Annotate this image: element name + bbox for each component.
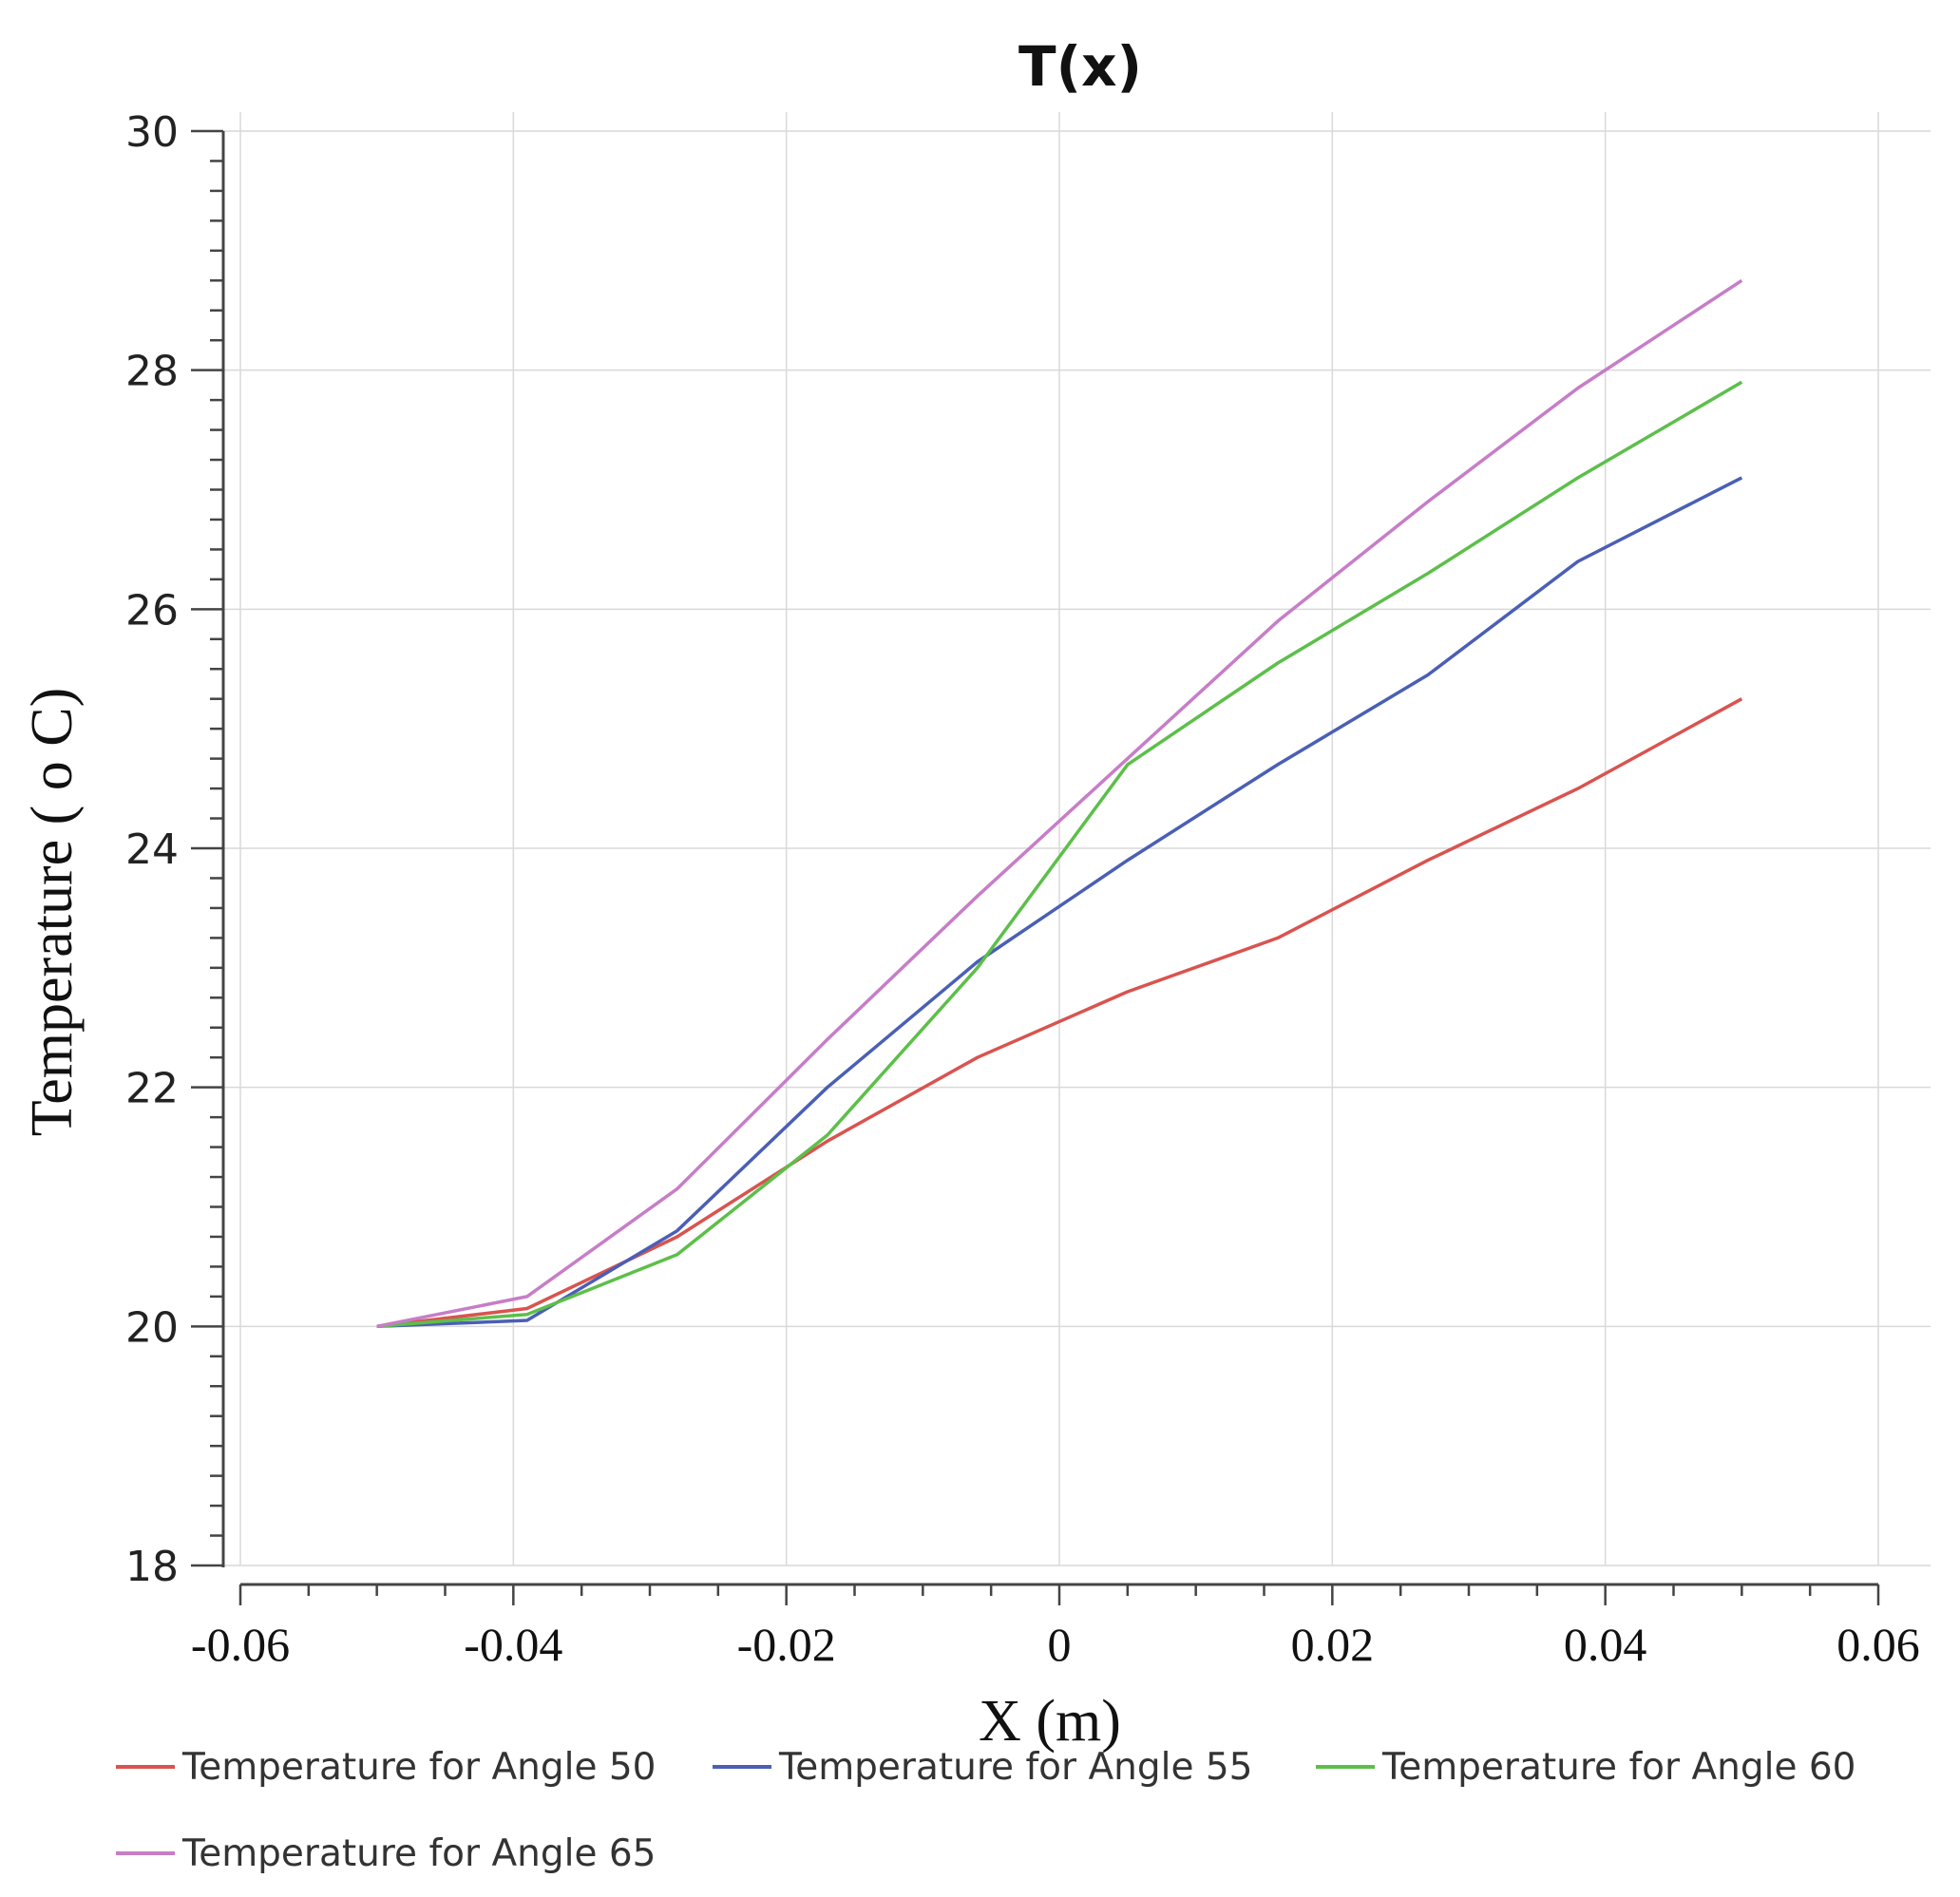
series-lines: [376, 278, 1743, 1329]
legend-label-1: Temperature for Angle 50: [181, 1746, 656, 1789]
x-tick-label: -0.06: [191, 1618, 290, 1671]
y-tick-label: 20: [125, 1303, 179, 1352]
y-tick-label: 30: [125, 108, 179, 157]
axes: 18 20 22 24 26 28 30 -0.06 -0.04 -0.02 0 0.02 0.04 0.…: [125, 108, 1920, 1671]
x-tick-label: -0.04: [464, 1618, 562, 1671]
grid: [221, 112, 1931, 1566]
y-tick-label: 28: [125, 348, 179, 396]
series-line-2: [376, 476, 1743, 1329]
x-tick-label: -0.02: [737, 1618, 836, 1671]
chart-title: T(x): [1018, 34, 1142, 99]
x-tick-label: 0: [1048, 1618, 1072, 1671]
legend-label-2: Temperature for Angle 55: [778, 1746, 1252, 1789]
y-tick-label: 18: [125, 1543, 179, 1591]
x-tick-label: 0.04: [1564, 1618, 1647, 1671]
legend-label-3: Temperature for Angle 60: [1381, 1746, 1855, 1789]
series-line-4: [376, 278, 1743, 1329]
series-line-1: [376, 697, 1743, 1329]
x-axis-title: X (m): [979, 1689, 1121, 1754]
legend: Temperature for Angle 50 Temperature for …: [116, 1746, 1855, 1875]
y-tick-label: 22: [125, 1065, 179, 1113]
y-axis-title: Temperature ( o C): [20, 688, 85, 1137]
series-line-3: [376, 380, 1743, 1329]
y-tick-label: 24: [125, 825, 179, 874]
x-tick-label: 0.02: [1291, 1618, 1375, 1671]
legend-label-4: Temperature for Angle 65: [181, 1832, 656, 1875]
x-tick-label: 0.06: [1836, 1618, 1920, 1671]
y-tick-label: 26: [125, 586, 179, 635]
